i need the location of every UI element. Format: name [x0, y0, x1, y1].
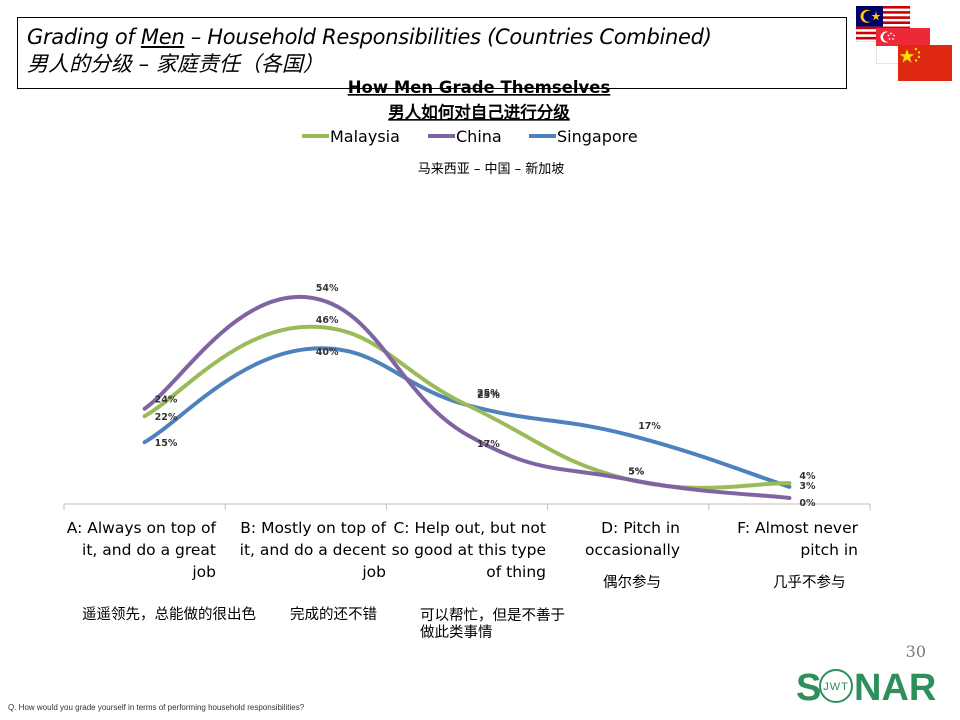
- legend-label-china: China: [456, 127, 502, 146]
- data-label-singapore-1: 40%: [316, 347, 339, 358]
- data-label-malaysia-3: 5%: [628, 466, 645, 477]
- data-label-malaysia-4: 4%: [799, 471, 816, 482]
- category-cn-d: 偶尔参与: [603, 575, 661, 591]
- legend: Malaysia China Singapore: [302, 127, 638, 146]
- category-cn-f: 几乎不参与: [773, 575, 846, 591]
- data-label-china-1: 54%: [316, 283, 339, 294]
- series-line-singapore: [142, 346, 792, 489]
- chart-title: How Men Grade Themselves: [348, 78, 611, 97]
- category-cn-b: 完成的还不错: [290, 607, 377, 623]
- category-label-d: D: Pitch in occasionally: [585, 519, 680, 559]
- chart-subtitle-cn: 马来西亚 – 中国 – 新加坡: [418, 161, 565, 177]
- data-label-china-2: 17%: [477, 439, 500, 450]
- logo-text-left: S: [796, 667, 821, 708]
- footnote: Q. How would you grade yourself in terms…: [8, 703, 305, 712]
- category-label-f: F: Almost never pitch in: [737, 519, 858, 559]
- data-label-china-3: 5%: [628, 466, 645, 477]
- data-label-singapore-2: 25%: [477, 388, 500, 399]
- data-label-singapore-0: 15%: [155, 438, 178, 449]
- logo-inner-text: JWT: [823, 681, 849, 693]
- page-title: Grading of Men – Household Responsibilit…: [27, 25, 712, 49]
- data-label-china-0: 24%: [155, 395, 178, 406]
- category-cn-a: 遥遥领先，总能做的很出色: [82, 607, 256, 623]
- data-label-malaysia-1: 46%: [316, 315, 339, 326]
- category-label-a: A: Always on top of it, and do a great j…: [66, 519, 216, 581]
- data-label-singapore-3: 17%: [638, 421, 661, 432]
- category-label-c: C: Help out, but not so good at this typ…: [391, 519, 546, 581]
- page-title-cn: 男人的分级 – 家庭责任（各国）: [27, 52, 324, 76]
- chart-title-cn: 男人如何对自己进行分级: [388, 102, 570, 122]
- china-flag: [898, 45, 952, 81]
- logo-ring: [819, 669, 853, 703]
- category-label-b: B: Mostly on top of it, and do a decent …: [239, 519, 386, 581]
- series-line-malaysia: [142, 324, 792, 490]
- legend-label-malaysia: Malaysia: [330, 127, 400, 146]
- series-line-china: [142, 295, 792, 500]
- data-label-singapore-4: 3%: [799, 481, 816, 492]
- title-box: Grading of Men – Household Responsibilit…: [17, 17, 847, 89]
- sonar-logo: S JWT NAR: [796, 667, 936, 708]
- page-number: 30: [905, 642, 926, 661]
- data-label-malaysia-0: 22%: [155, 412, 178, 423]
- category-cn-c: 可以帮忙，但是不善于做此类事情: [420, 608, 565, 641]
- legend-label-singapore: Singapore: [557, 127, 638, 146]
- logo-text-right: NAR: [854, 667, 936, 708]
- data-label-malaysia-2: 25%: [477, 390, 500, 401]
- data-label-china-4: 0%: [799, 498, 816, 509]
